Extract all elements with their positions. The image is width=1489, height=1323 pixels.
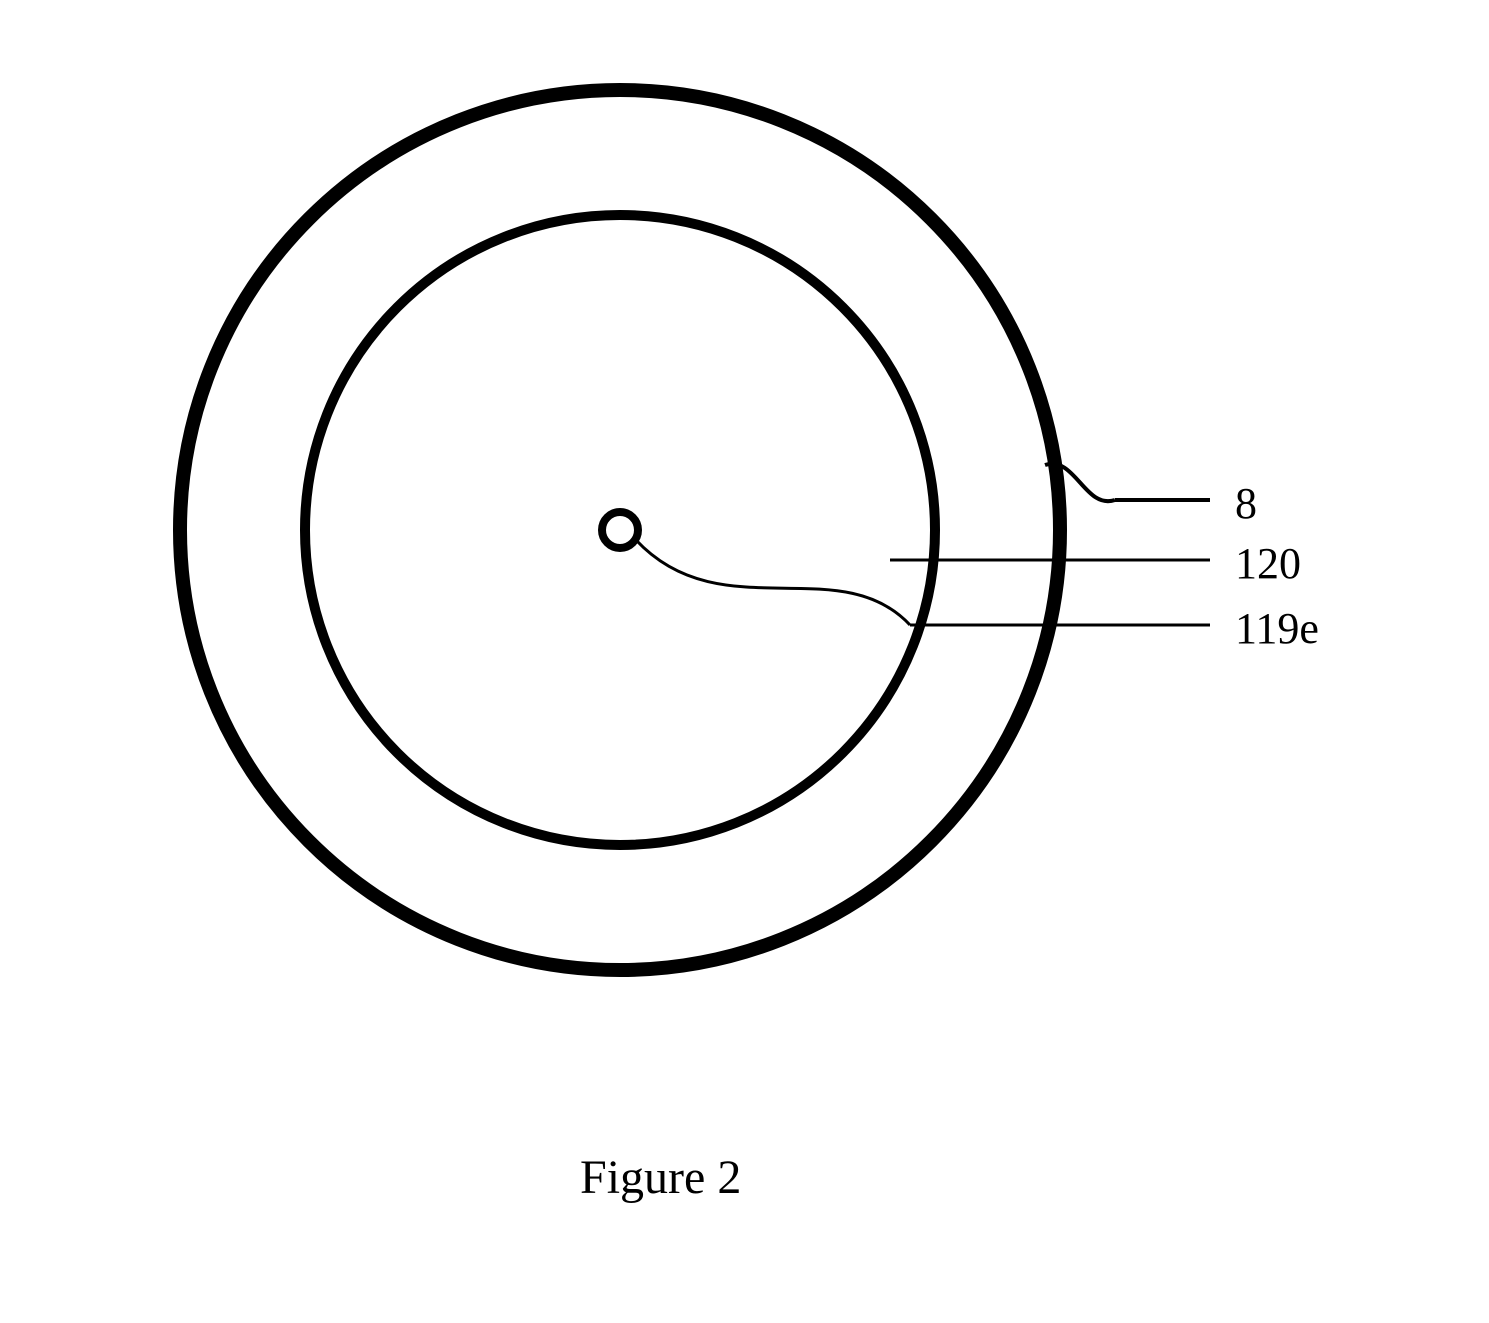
inner-circle — [305, 215, 935, 845]
figure-caption: Figure 2 — [580, 1150, 741, 1205]
label-outer: 8 — [1235, 478, 1257, 529]
figure-canvas: 8 120 119e Figure 2 — [0, 0, 1489, 1323]
label-dot: 119e — [1235, 603, 1319, 654]
center-dot — [602, 512, 638, 548]
label-inner: 120 — [1235, 538, 1301, 589]
outer-circle — [180, 90, 1060, 970]
leader-dot-curve — [636, 540, 910, 625]
figure-svg — [0, 0, 1489, 1323]
